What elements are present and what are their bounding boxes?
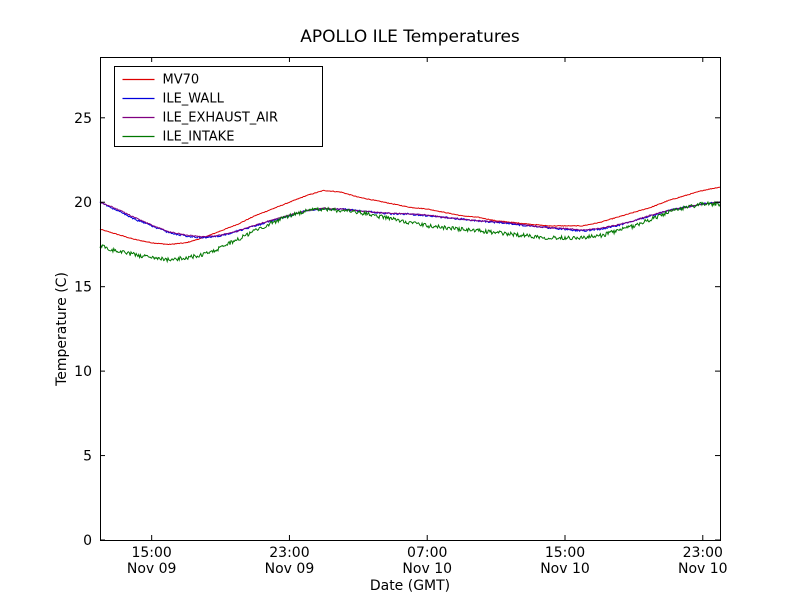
x-tick-label-time: 23:00 [269,545,309,561]
x-tick-label-time: 07:00 [407,545,447,561]
x-tick-label-date: Nov 10 [540,561,590,577]
legend-label: ILE_EXHAUST_AIR [163,111,279,126]
series-line-ILE_EXHAUST_AIR [99,201,721,238]
legend: MV70 ILE_WALL ILE_EXHAUST_AIR ILE_INTAKE [114,66,323,147]
y-tick-label: 25 [74,111,92,127]
x-tick-label-time: 15:00 [131,545,171,561]
legend-label: ILE_WALL [163,92,225,107]
x-axis-label: Date (GMT) [370,578,450,594]
x-tick-label-time: 15:00 [545,545,585,561]
y-axis-label: Temperature (C) [54,272,70,387]
y-tick-label: 20 [74,195,92,211]
y-tick-label: 0 [83,533,92,549]
x-tick-label-date: Nov 10 [402,561,452,577]
y-tick-label: 5 [83,449,92,465]
plot-content [99,186,721,264]
legend-label: ILE_INTAKE [163,130,235,145]
x-tick-label-time: 23:00 [683,545,723,561]
legend-entry: ILE_EXHAUST_AIR [122,111,279,126]
plot-area [100,57,721,541]
chart-title: APOLLO ILE Temperatures [300,27,520,47]
x-tick-label-date: Nov 09 [127,561,177,577]
y-tick-label: 15 [74,280,92,296]
y-tick-label: 10 [74,364,92,380]
x-tick-label-date: Nov 09 [265,561,315,577]
legend-entry: ILE_INTAKE [122,130,235,145]
legend-label: MV70 [163,73,200,88]
series-line-ILE_INTAKE [99,200,721,264]
x-tick-label-date: Nov 10 [678,561,728,577]
legend-entry: MV70 [122,73,200,88]
legend-entry: ILE_WALL [122,92,225,107]
